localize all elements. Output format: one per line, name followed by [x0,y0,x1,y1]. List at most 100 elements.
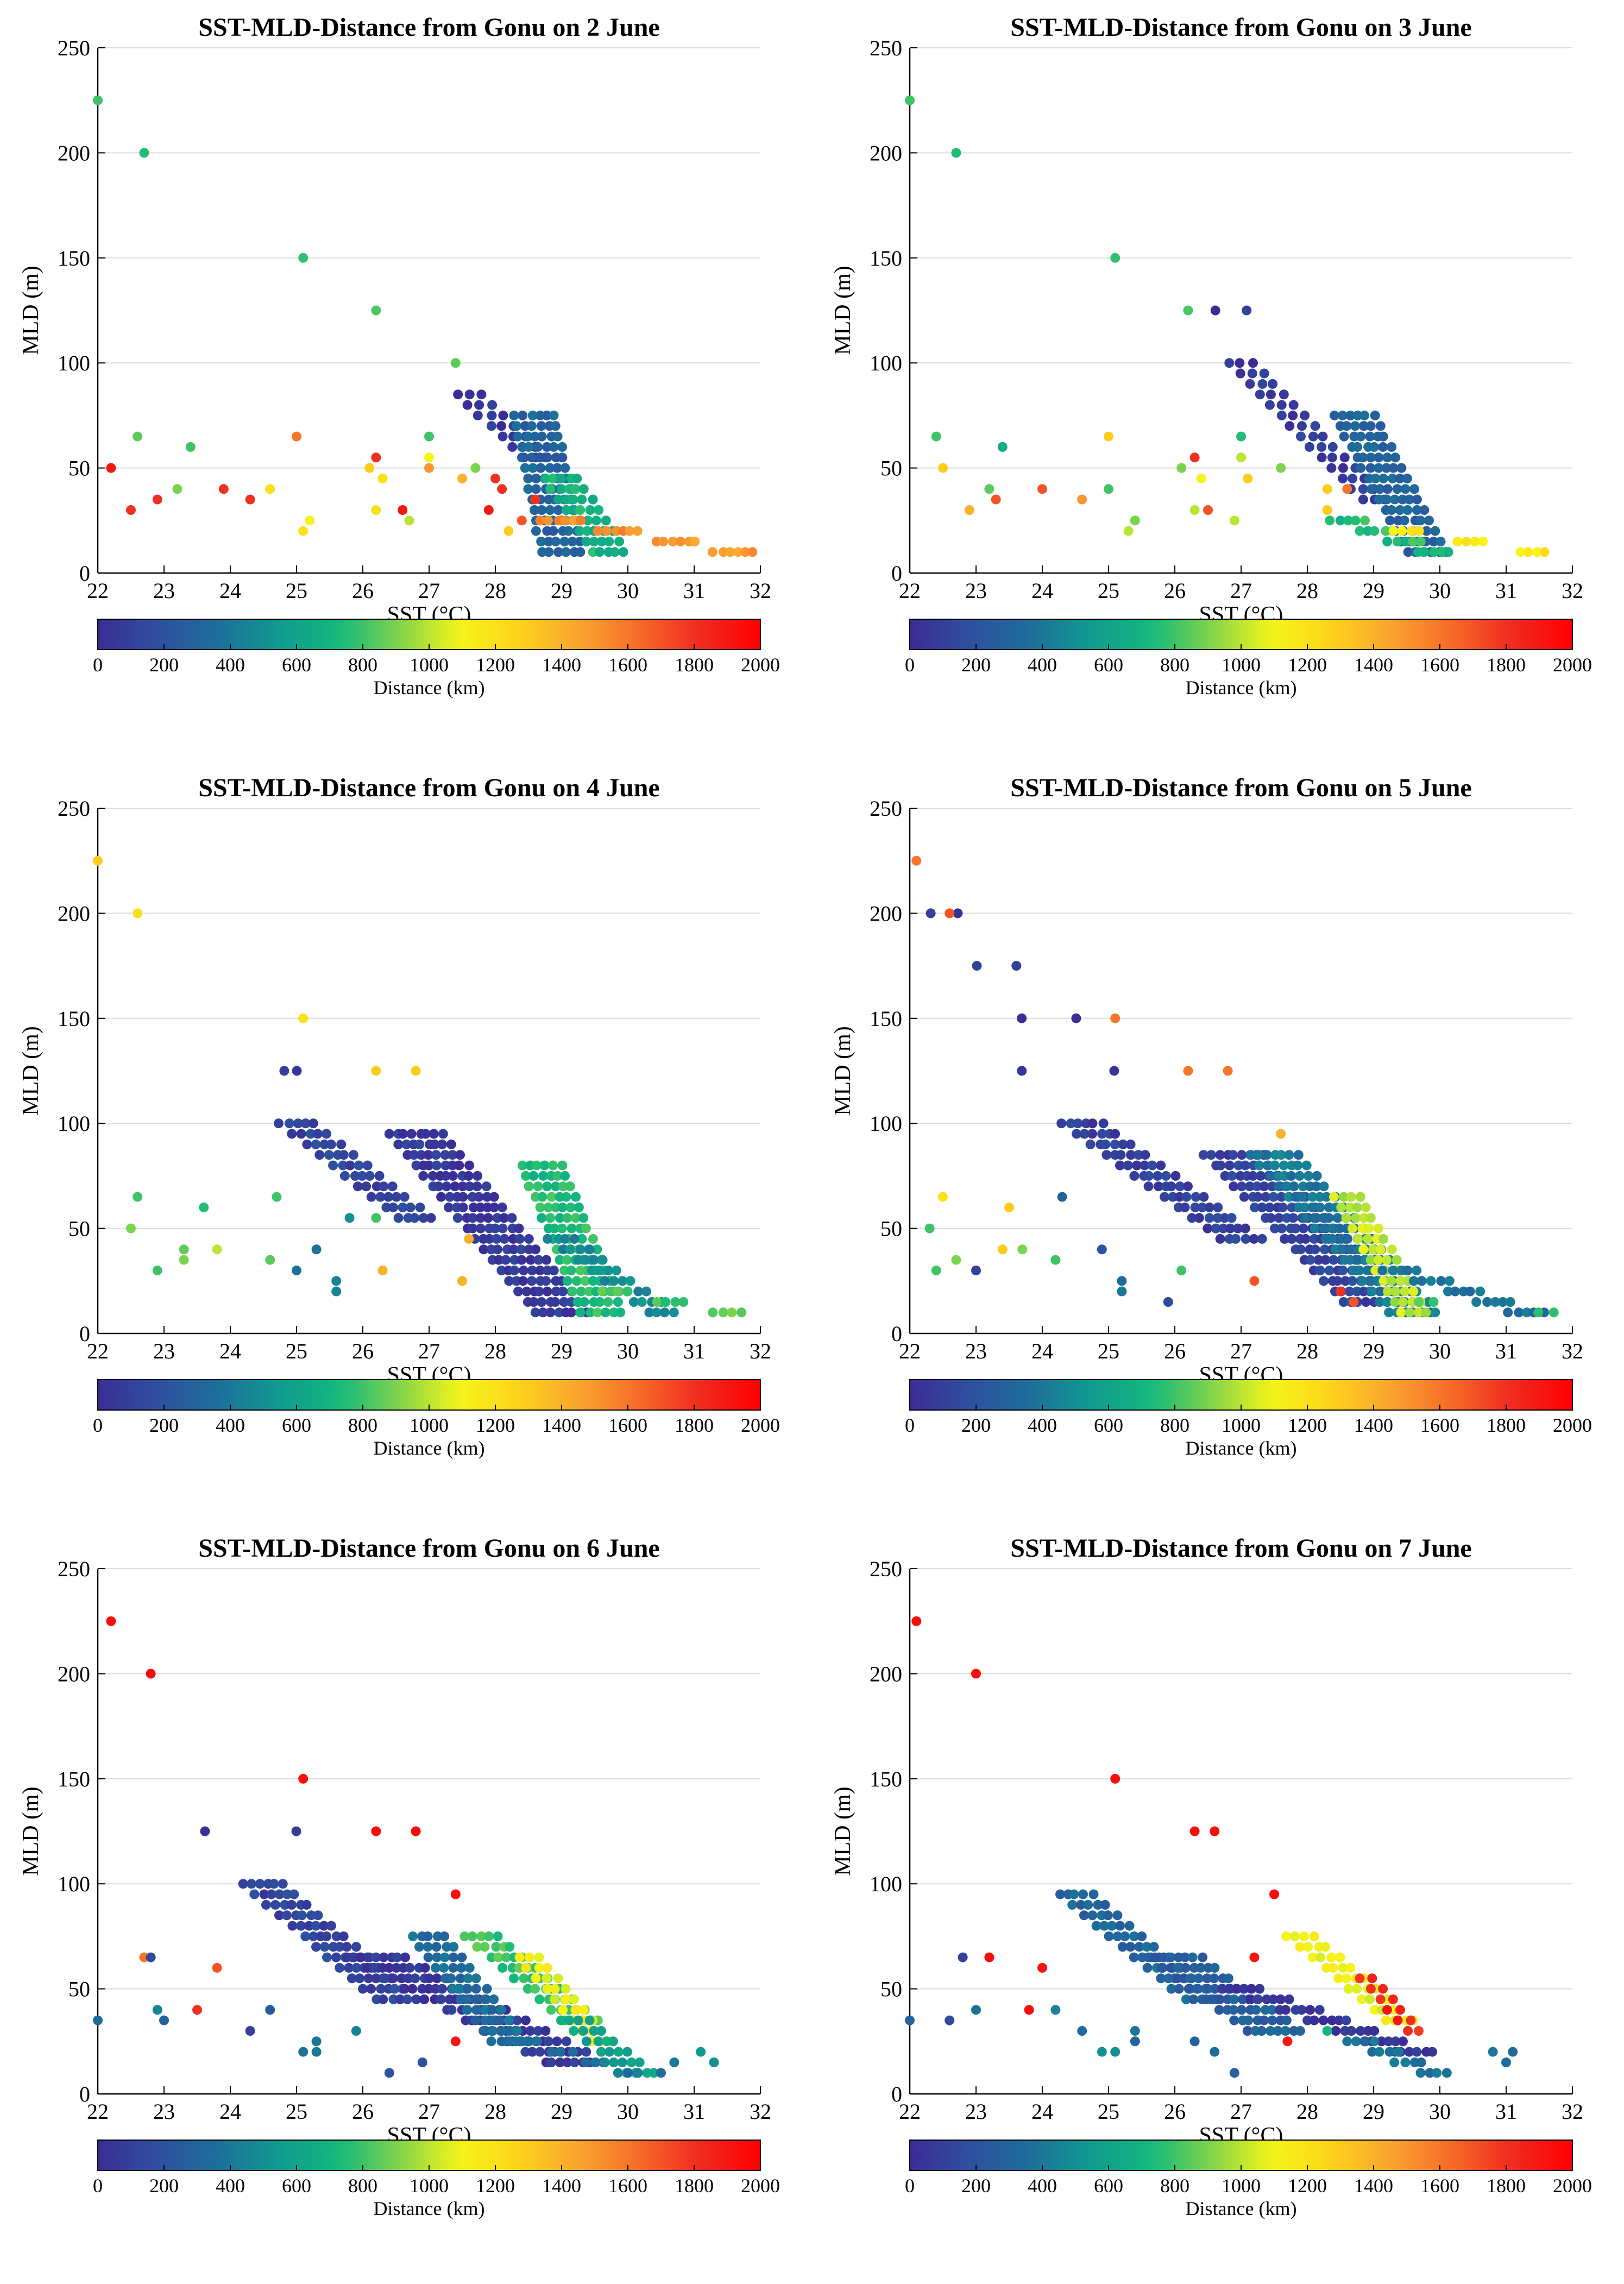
data-point [535,1202,545,1212]
data-point [564,2015,575,2025]
data-point [297,1910,307,1921]
x-tick-label: 27 [1230,578,1252,603]
y-tick-label: 200 [870,1662,902,1686]
x-tick-label: 28 [1296,1339,1318,1363]
chart-title: SST-MLD-Distance from Gonu on 2 June [198,13,659,42]
data-point [555,2058,565,2067]
data-point [1359,2036,1369,2047]
data-point [471,1973,481,1984]
data-point [279,1066,289,1076]
data-point [393,1213,404,1223]
data-point [518,1276,528,1286]
chart-svg: SST-MLD-Distance from Gonu on 2 June 0 50 1… [18,13,780,699]
data-point [282,1889,292,1899]
data-point [600,1307,610,1318]
data-point [274,1118,284,1129]
data-point [905,2015,915,2025]
data-point [470,463,481,473]
data-point [335,1962,345,1973]
data-point [1470,537,1480,546]
data-point [1284,1994,1294,2004]
colorbar-tick-label: 400 [216,654,245,676]
y-axis-label: MLD (m) [830,1786,855,1876]
data-point [426,1213,436,1223]
data-point [387,1181,398,1192]
data-point [1264,1202,1275,1212]
data-point [1398,2036,1408,2047]
data-point [530,1192,540,1202]
data-point [475,1213,486,1223]
data-point [542,1286,552,1297]
data-point [1415,515,1426,526]
data-point [911,855,922,866]
data-point [1313,1255,1324,1265]
data-point [1416,2058,1426,2067]
data-point [633,1286,644,1297]
data-point [274,1889,285,1899]
data-point [543,2036,553,2047]
y-tick-label: 150 [58,1767,90,1791]
data-point [546,2047,557,2057]
data-point [270,1899,280,1910]
data-point [1295,1244,1306,1255]
data-point [1180,1952,1190,1962]
data-point [1369,2026,1380,2036]
colorbar-tick-label: 1600 [608,1414,647,1436]
data-point [1210,1826,1220,1836]
data-point [1450,1286,1460,1297]
data-point [440,1160,451,1171]
data-point [1305,442,1314,452]
data-point [1229,1994,1239,2004]
panel-7-june: SST-MLD-Distance from Gonu on 7 June 0 50 1… [812,1521,1624,2281]
data-point [1424,515,1434,526]
data-point [274,1910,284,1921]
data-point [1248,358,1258,368]
data-point [613,1286,623,1297]
data-point [1386,1276,1396,1286]
data-point [1315,1952,1325,1962]
data-point [467,1931,477,1941]
colorbar-label: Distance (km) [1186,677,1297,699]
data-point [410,1973,420,1984]
data-point [1326,1952,1337,1962]
data-point [106,1616,116,1626]
data-point [1327,1234,1338,1244]
data-point [543,1234,553,1244]
data-point [1338,463,1348,473]
data-point [501,1255,511,1265]
data-point [997,442,1008,452]
data-point [1209,1973,1219,1984]
data-point [1257,1234,1267,1244]
data-point [1366,1276,1376,1286]
data-point [1268,379,1277,389]
data-point [468,1223,478,1234]
data-point [400,1952,410,1962]
data-point [590,2058,600,2067]
data-point [575,505,586,515]
data-point [159,2015,169,2025]
data-point [1066,1118,1076,1129]
data-point [1402,473,1412,483]
colorbar-tick-label: 2000 [1553,2175,1592,2197]
data-point [311,1942,321,1952]
data-point [1488,2047,1498,2057]
data-point [1199,1192,1209,1202]
data-point [371,505,381,515]
data-point [319,1139,330,1149]
data-point [442,1181,452,1192]
data-point [953,908,963,918]
data-point [1261,1192,1271,1202]
data-point [1307,1952,1318,1962]
data-point [553,494,563,505]
data-point [609,1276,619,1286]
data-point [395,1994,405,2004]
data-point [696,2047,706,2057]
data-point [1505,1297,1515,1307]
data-point [1117,1286,1127,1297]
data-point [537,431,547,442]
data-point [139,148,149,158]
data-point [1419,505,1430,515]
data-point [1324,1213,1334,1223]
y-tick-label: 200 [870,901,902,926]
data-point [1067,1899,1078,1910]
